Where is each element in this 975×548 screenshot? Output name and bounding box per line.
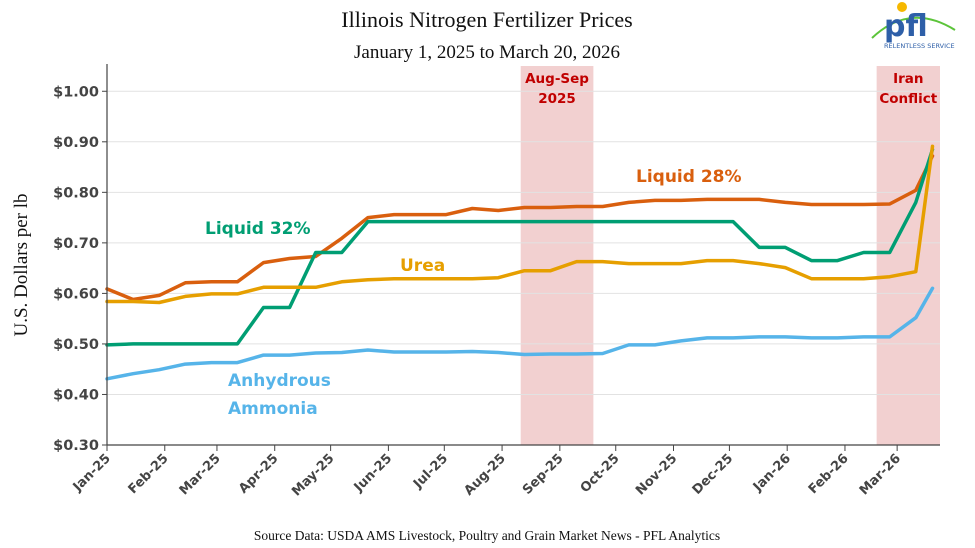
series-label: Liquid 28% xyxy=(636,167,742,187)
chart-subtitle: January 1, 2025 to March 20, 2026 xyxy=(354,42,620,63)
x-tick-label: May-25 xyxy=(289,451,337,499)
y-axis-label: U.S. Dollars per lb xyxy=(11,193,32,336)
series-label: Anhydrous xyxy=(228,371,331,391)
x-tick-label: Aug-25 xyxy=(461,451,508,498)
series-line-urea xyxy=(105,144,935,305)
x-tick-label: Mar-26 xyxy=(857,451,904,498)
y-tick-label: $0.50 xyxy=(53,337,99,353)
x-tick-label: Feb-25 xyxy=(126,451,172,497)
shaded-period-label: Aug-Sep xyxy=(525,71,589,87)
x-tick-label: Jan-25 xyxy=(70,451,114,495)
x-tick-label: Mar-25 xyxy=(177,451,224,498)
chart-title: Illinois Nitrogen Fertilizer Prices xyxy=(341,7,632,32)
svg-text:RELENTLESS SERVICE: RELENTLESS SERVICE xyxy=(884,42,955,50)
x-tick-label: Sep-25 xyxy=(520,451,567,498)
shaded-period xyxy=(520,66,594,445)
series-label: Urea xyxy=(400,256,445,276)
x-tick-label: Apr-25 xyxy=(236,451,281,496)
series-line-anhydrous-ammonia xyxy=(105,286,935,381)
series-line-liquid-28- xyxy=(105,154,935,302)
shaded-period-label: Iran xyxy=(893,71,923,87)
shaded-period-label: 2025 xyxy=(538,91,576,107)
series-label: Liquid 32% xyxy=(205,219,311,239)
x-tick-label: Feb-26 xyxy=(806,451,852,497)
svg-text:pfl: pfl xyxy=(884,9,928,44)
y-tick-label: $0.40 xyxy=(53,387,99,403)
shaded-period xyxy=(876,66,940,445)
x-tick-label: Dec-25 xyxy=(690,451,737,498)
x-tick-label: Nov-25 xyxy=(633,451,680,498)
x-tick-label: Jan-26 xyxy=(750,451,794,495)
y-tick-label: $0.30 xyxy=(53,438,99,454)
x-tick-label: Jul-25 xyxy=(410,451,451,492)
series-label: Ammonia xyxy=(228,399,318,419)
x-tick-label: Jun-25 xyxy=(351,451,395,495)
series-line-liquid-32- xyxy=(105,147,935,347)
y-tick-label: $1.00 xyxy=(53,84,99,100)
y-tick-label: $0.80 xyxy=(53,185,99,201)
source-note: Source Data: USDA AMS Livestock, Poultry… xyxy=(254,528,720,543)
y-tick-label: $0.60 xyxy=(53,286,99,302)
y-tick-label: $0.70 xyxy=(53,236,99,252)
shaded-period-label: Conflict xyxy=(879,91,937,107)
pfl-logo: pfl RELENTLESS SERVICE xyxy=(871,2,956,50)
y-tick-label: $0.90 xyxy=(53,135,99,151)
x-tick-label: Oct-25 xyxy=(578,451,623,496)
